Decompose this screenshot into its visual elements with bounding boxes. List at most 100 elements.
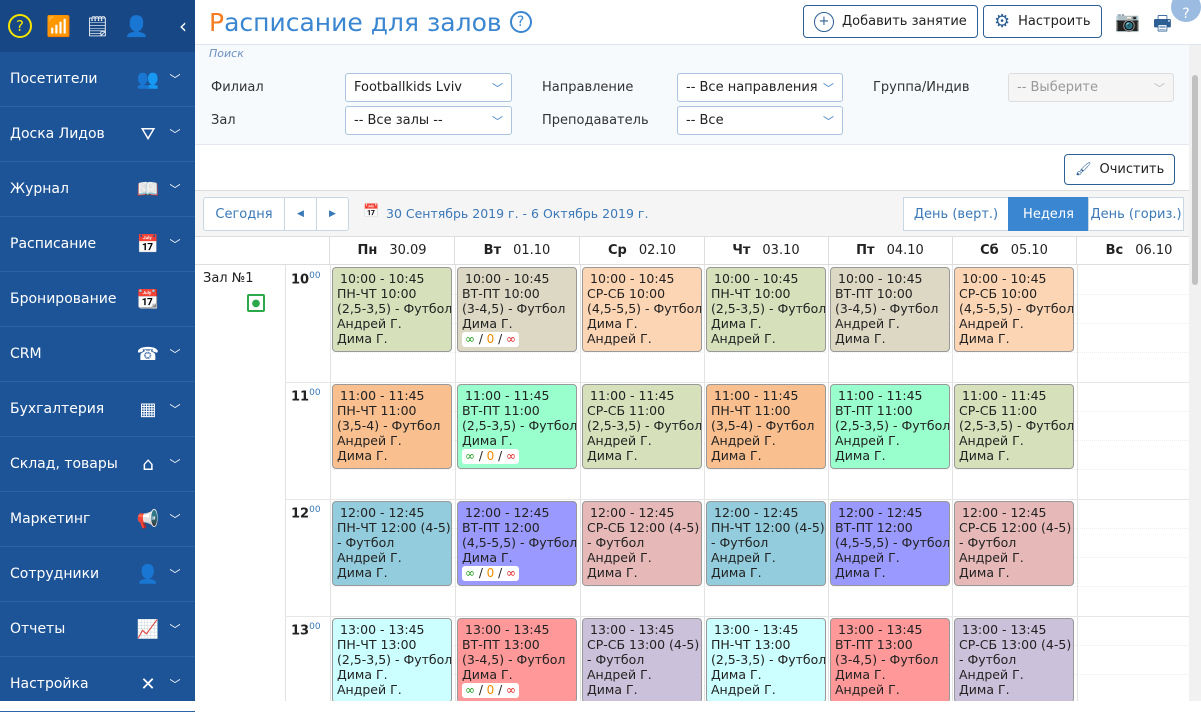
add-lesson-button[interactable]: + Добавить занятие <box>803 5 978 38</box>
schedule-event[interactable]: 13:00 - 13:45 ВТ-ПТ 13:00 (3-4,5) - Футбол… <box>457 618 577 701</box>
camera-icon[interactable]: 📷 <box>1115 9 1140 33</box>
event-line: (4,5-5,5) - Футбол <box>959 301 1074 316</box>
schedule-event[interactable]: 13:00 - 13:45 СР-СБ 13:00 (4-5) - Футбол Ан… <box>954 618 1074 701</box>
gear-icon: ⚙ <box>994 11 1011 32</box>
prev-week-button[interactable]: ◀ <box>284 197 317 231</box>
chart-icon[interactable]: 📶 <box>46 14 71 38</box>
hour-label: 1000 <box>291 271 321 288</box>
chevron-down-icon: ﹀ <box>169 513 181 526</box>
sidebar-item-label: Сотрудники <box>10 566 100 582</box>
teacher-select[interactable]: -- Все ﹀ <box>677 106 843 135</box>
sidebar-item-8[interactable]: Маркетинг 📢 ﹀ <box>0 492 195 547</box>
help-corner-icon[interactable]: ? <box>1171 0 1201 22</box>
event-line: 10:00 - 10:45 <box>465 271 550 286</box>
event-line: (2,5-3,5) - Футбол <box>835 418 950 433</box>
calendar-toolbar: Сегодня ◀ ▶ 📅 30 Сентябрь 2019 г. - 6 Ок… <box>195 190 1189 237</box>
event-line: Андрей Г. <box>337 682 402 697</box>
sidebar-item-label: Бухгалтерия <box>10 401 105 417</box>
schedule-event[interactable]: 12:00 - 12:45 ПН-ЧТ 12:00 (4-5) - Футбол Ан… <box>706 501 826 586</box>
today-button[interactable]: Сегодня <box>203 197 285 231</box>
user-check-icon[interactable]: 👤 <box>124 14 150 38</box>
event-line: (4,5-5,5) - Футбол <box>835 535 950 550</box>
scrollbar[interactable] <box>1189 45 1201 701</box>
hall-select[interactable]: -- Все залы -- ﹀ <box>345 106 512 135</box>
sidebar-item-9[interactable]: Сотрудники 👤 ﹀ <box>0 547 195 602</box>
schedule-event[interactable]: 12:00 - 12:45 ПН-ЧТ 12:00 (4-5) - Футбол Ан… <box>332 501 452 586</box>
chevron-down-icon: ﹀ <box>492 114 503 128</box>
schedule-event[interactable]: 11:00 - 11:45 ВТ-ПТ 11:00 (2,5-3,5) - Футб… <box>830 384 950 469</box>
schedule-event[interactable]: 11:00 - 11:45 ПН-ЧТ 11:00 (3,5-4) - Футбол… <box>706 384 826 469</box>
event-line: Андрей Г. <box>337 316 402 331</box>
schedule-event[interactable]: 11:00 - 11:45 СР-СБ 11:00 (2,5-3,5) - Футб… <box>954 384 1074 469</box>
direction-select[interactable]: -- Все направления ﹀ <box>677 73 843 102</box>
event-line: (3-4,5) - Футбол <box>462 301 566 316</box>
schedule-event[interactable]: 13:00 - 13:45 ПН-ЧТ 13:00 (2,5-3,5) - Футб… <box>332 618 452 701</box>
hall-label: Зал <box>211 113 236 128</box>
schedule-event[interactable]: 10:00 - 10:45 ПН-ЧТ 10:00 (2,5-3,5) - Футб… <box>706 267 826 352</box>
sidebar-item-label: Бронирование <box>10 291 117 307</box>
event-line: 12:00 - 12:45 <box>962 505 1047 520</box>
day-header: Сб 05.10 <box>952 237 1077 265</box>
help-icon[interactable]: ? <box>8 14 32 38</box>
view-tab-0[interactable]: День (верт.) <box>903 197 1009 231</box>
view-tab-1[interactable]: Неделя <box>1008 197 1089 231</box>
sidebar-item-3[interactable]: Расписание 📅 ﹀ <box>0 217 195 272</box>
event-line: (2,5-3,5) - Футбол <box>337 652 452 667</box>
schedule-event[interactable]: 10:00 - 10:45 СР-СБ 10:00 (4,5-5,5) - Футб… <box>582 267 702 352</box>
chevron-down-icon: ﹀ <box>492 81 503 95</box>
schedule-event[interactable]: 13:00 - 13:45 ВТ-ПТ 13:00 (3-4,5) - Футбол… <box>830 618 950 701</box>
settings-button[interactable]: ⚙ Настроить <box>983 5 1102 38</box>
schedule-event[interactable]: 13:00 - 13:45 ПН-ЧТ 13:00 (2,5-3,5) - Футб… <box>706 618 826 701</box>
scrollbar-thumb[interactable] <box>1192 75 1198 285</box>
schedule-event[interactable]: 10:00 - 10:45 ВТ-ПТ 10:00 (3-4,5) - Футбол… <box>457 267 577 352</box>
sidebar-item-0[interactable]: Посетители 👥 ﹀ <box>0 52 195 107</box>
schedule-event[interactable]: 13:00 - 13:45 СР-СБ 13:00 (4-5) - Футбол Ан… <box>582 618 702 701</box>
event-line: 10:00 - 10:45 <box>340 271 425 286</box>
group-select[interactable]: -- Выберите ﹀ <box>1008 73 1174 102</box>
event-line: 13:00 - 13:45 <box>340 622 425 637</box>
event-line: ВТ-ПТ 10:00 <box>835 286 913 301</box>
event-line: Андрей Г. <box>711 550 776 565</box>
schedule-event[interactable]: 10:00 - 10:45 ПН-ЧТ 10:00 (2,5-3,5) - Футб… <box>332 267 452 352</box>
sidebar-item-4[interactable]: Бронирование 📆 <box>0 272 195 327</box>
day-header: Пн 30.09 <box>330 237 455 265</box>
schedule-event[interactable]: 12:00 - 12:45 СР-СБ 12:00 (4-5) - Футбол Ан… <box>582 501 702 586</box>
sidebar-item-5[interactable]: CRM ☎ ﹀ <box>0 327 195 382</box>
schedule-event[interactable]: 12:00 - 12:45 ВТ-ПТ 12:00 (4,5-5,5) - Футб… <box>830 501 950 586</box>
sidebar-item-6[interactable]: Бухгалтерия ▦ ﹀ <box>0 382 195 437</box>
event-line: 13:00 - 13:45 <box>838 622 923 637</box>
sidebar-item-2[interactable]: Журнал 📖 ﹀ <box>0 162 195 217</box>
schedule-event[interactable]: 10:00 - 10:45 ВТ-ПТ 10:00 (3-4,5) - Футбол… <box>830 267 950 352</box>
event-line: СР-СБ 10:00 <box>587 286 666 301</box>
event-line: Дима Г. <box>711 565 762 580</box>
event-line: - Футбол <box>711 535 769 550</box>
triangle-right-icon: ▶ <box>329 209 336 219</box>
branch-select[interactable]: Footballkids Lviv ﹀ <box>345 73 512 102</box>
warehouse-icon: ⌂ <box>142 453 154 475</box>
schedule-grid: Пн 30.09 Вт 01.10 Ср 02.10 Чт 03.10 Пт 04.10 Сб 05.… <box>195 237 1189 701</box>
view-tab-2[interactable]: День (гориз.) <box>1088 197 1184 231</box>
collapse-sidebar-button[interactable]: ‹ <box>179 14 187 38</box>
event-line: 13:00 - 13:45 <box>590 622 675 637</box>
sidebar-item-11[interactable]: Настройка ✕ ﹀ <box>0 657 195 712</box>
schedule-event[interactable]: 11:00 - 11:45 ПН-ЧТ 11:00 (3,5-4) - Футбол… <box>332 384 452 469</box>
sidebar-item-10[interactable]: Отчеты 📈 ﹀ <box>0 602 195 657</box>
task-add-icon[interactable]: 🗒 <box>84 14 111 38</box>
schedule-event[interactable]: 12:00 - 12:45 СР-СБ 12:00 (4-5) - Футбол Ан… <box>954 501 1074 586</box>
schedule-event[interactable]: 10:00 - 10:45 СР-СБ 10:00 (4,5-5,5) - Футб… <box>954 267 1074 352</box>
sidebar-item-1[interactable]: Доска Лидов ⛛ ﹀ <box>0 107 195 162</box>
schedule-event[interactable]: 11:00 - 11:45 ВТ-ПТ 11:00 (2,5-3,5) - Футб… <box>457 384 577 469</box>
hour-label: 1100 <box>291 388 321 405</box>
teacher-label: Преподаватель <box>542 113 649 128</box>
event-line: - Футбол <box>337 535 395 550</box>
event-line: Дима Г. <box>587 316 638 331</box>
schedule-event[interactable]: 11:00 - 11:45 СР-СБ 11:00 (2,5-3,5) - Футб… <box>582 384 702 469</box>
save-icon[interactable]: ● <box>247 294 265 312</box>
printer-icon[interactable]: 🖶 <box>1153 11 1172 35</box>
help-icon[interactable]: ? <box>509 11 532 33</box>
clear-button[interactable]: 🖌 Очистить <box>1064 154 1176 185</box>
event-line: СР-СБ 10:00 <box>959 286 1038 301</box>
sidebar-item-7[interactable]: Склад, товары ⌂ ﹀ <box>0 437 195 492</box>
next-week-button[interactable]: ▶ <box>316 197 349 231</box>
schedule-event[interactable]: 12:00 - 12:45 ВТ-ПТ 12:00 (4,5-5,5) - Футб… <box>457 501 577 586</box>
